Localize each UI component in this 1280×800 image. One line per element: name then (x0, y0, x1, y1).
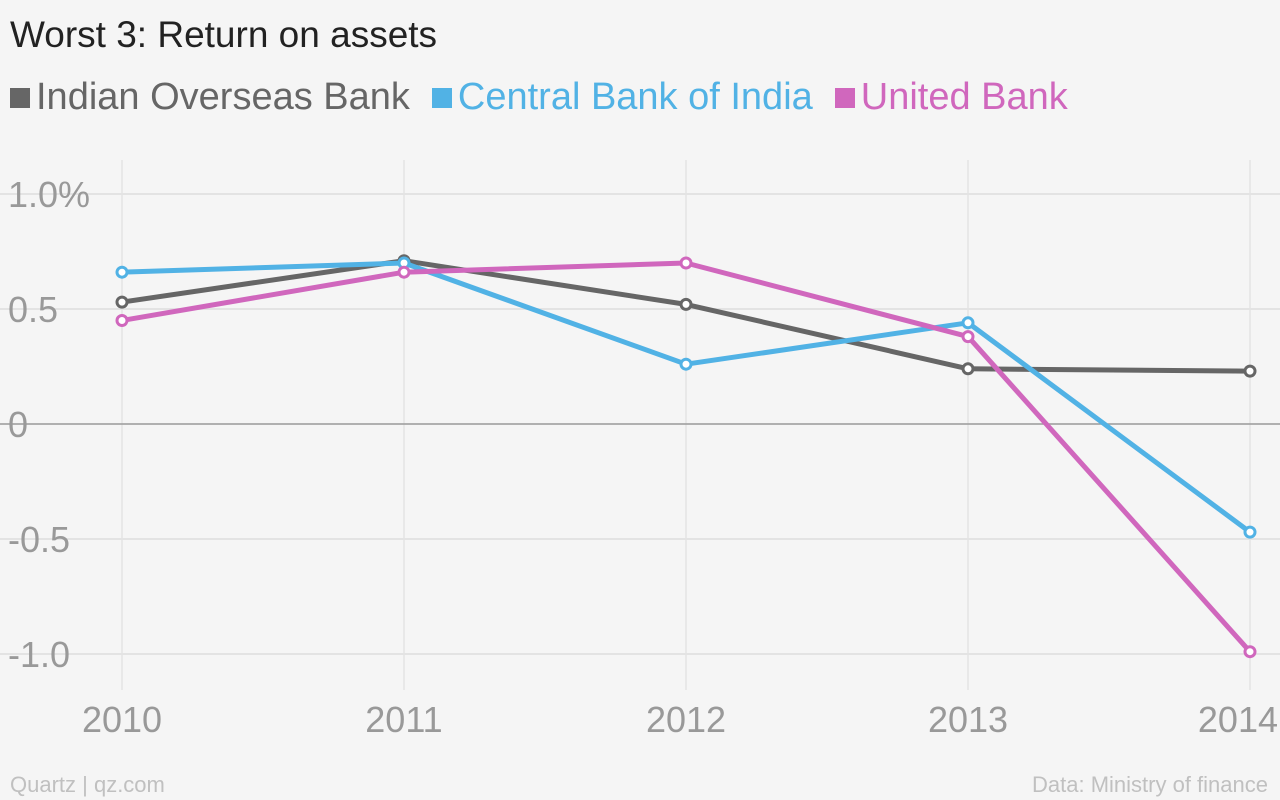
data-source: Data: Ministry of finance (1032, 772, 1268, 797)
data-point (1243, 525, 1257, 539)
data-point (961, 362, 975, 376)
series-central-bank-of-india (115, 256, 1257, 539)
y-axis-ticks: 1.0% 0.5 0 -0.5 -1.0 (8, 174, 90, 675)
y-tick-label: 1.0% (8, 174, 90, 215)
series-layer (115, 254, 1257, 659)
legend-item: Indian Overseas Bank (10, 76, 410, 119)
data-point (115, 295, 129, 309)
y-tick-label: 0 (8, 404, 28, 445)
legend-swatch (834, 87, 855, 108)
series-united-bank (115, 256, 1257, 659)
data-point (961, 316, 975, 330)
chart-title: Worst 3: Return on assets (10, 14, 438, 55)
legend-swatch (10, 87, 30, 108)
data-point (679, 297, 693, 311)
data-point (1243, 645, 1257, 659)
x-tick-label: 2010 (82, 699, 162, 740)
data-point (115, 314, 129, 327)
x-tick-label: 2013 (928, 699, 1008, 740)
x-tick-label: 2014 (1198, 699, 1278, 740)
legend-swatch (431, 87, 452, 108)
legend-item: Central Bank of India (431, 76, 813, 119)
data-point (679, 256, 693, 270)
y-tick-label: -0.5 (8, 519, 70, 560)
x-tick-label: 2011 (365, 699, 442, 740)
legend-label: Central Bank of India (457, 76, 813, 118)
data-point (1243, 364, 1257, 378)
legend-item: United Bank (834, 76, 1068, 119)
grid-layer (0, 160, 1280, 690)
legend-label: Indian Overseas Bank (36, 76, 410, 118)
x-axis-ticks: 2010 2011 2012 2013 2014 (82, 699, 1278, 740)
y-tick-label: 0.5 (8, 289, 58, 330)
legend-label: United Bank (860, 76, 1068, 118)
data-point (115, 265, 129, 279)
x-tick-label: 2012 (646, 699, 726, 740)
y-tick-label: -1.0 (8, 634, 70, 675)
source-credit: Quartz | qz.com (10, 772, 165, 797)
data-point (679, 357, 693, 371)
data-point (397, 265, 411, 279)
chart-legend: Indian Overseas Bank Central Bank of Indi… (10, 76, 1090, 119)
data-point (961, 330, 975, 344)
